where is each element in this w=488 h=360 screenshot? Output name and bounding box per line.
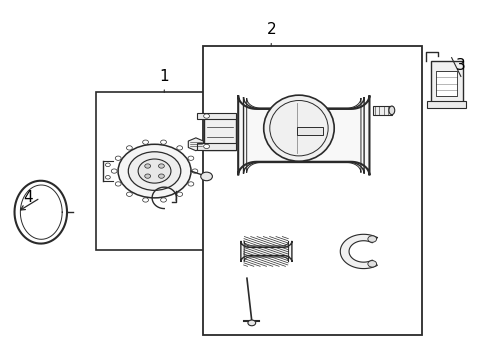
Circle shape — [115, 156, 121, 160]
Circle shape — [367, 236, 376, 242]
Circle shape — [158, 164, 164, 168]
Circle shape — [158, 174, 164, 178]
Polygon shape — [188, 138, 203, 151]
Bar — [426, 101, 466, 108]
Circle shape — [105, 163, 110, 167]
Circle shape — [144, 164, 150, 168]
Bar — [203, 46, 421, 336]
Circle shape — [192, 169, 198, 173]
Polygon shape — [241, 241, 291, 262]
Circle shape — [115, 182, 121, 186]
Polygon shape — [340, 234, 377, 269]
Circle shape — [105, 176, 110, 179]
Bar — [372, 106, 391, 114]
Circle shape — [160, 198, 166, 202]
Circle shape — [160, 140, 166, 144]
Circle shape — [201, 172, 212, 181]
Bar — [296, 127, 323, 135]
Circle shape — [118, 144, 191, 198]
Bar — [197, 143, 235, 150]
Ellipse shape — [263, 95, 333, 161]
Circle shape — [187, 182, 193, 186]
Bar — [203, 114, 235, 150]
Bar — [197, 113, 235, 119]
Circle shape — [128, 152, 181, 190]
Bar — [96, 93, 227, 249]
Ellipse shape — [388, 106, 394, 114]
Bar — [430, 61, 462, 102]
Circle shape — [138, 159, 171, 183]
Circle shape — [177, 146, 182, 150]
Circle shape — [126, 192, 132, 197]
Circle shape — [247, 320, 255, 326]
Text: 4: 4 — [23, 190, 33, 205]
Circle shape — [367, 261, 376, 267]
Circle shape — [142, 140, 148, 144]
Circle shape — [144, 174, 150, 178]
Circle shape — [187, 156, 193, 160]
Circle shape — [177, 192, 182, 197]
Circle shape — [111, 169, 117, 173]
Polygon shape — [238, 95, 369, 175]
Circle shape — [203, 114, 209, 118]
Text: 2: 2 — [266, 22, 276, 37]
Bar — [436, 71, 456, 96]
Circle shape — [142, 198, 148, 202]
Circle shape — [126, 146, 132, 150]
Circle shape — [203, 144, 209, 149]
Text: 3: 3 — [455, 58, 465, 73]
Text: 1: 1 — [159, 69, 169, 84]
